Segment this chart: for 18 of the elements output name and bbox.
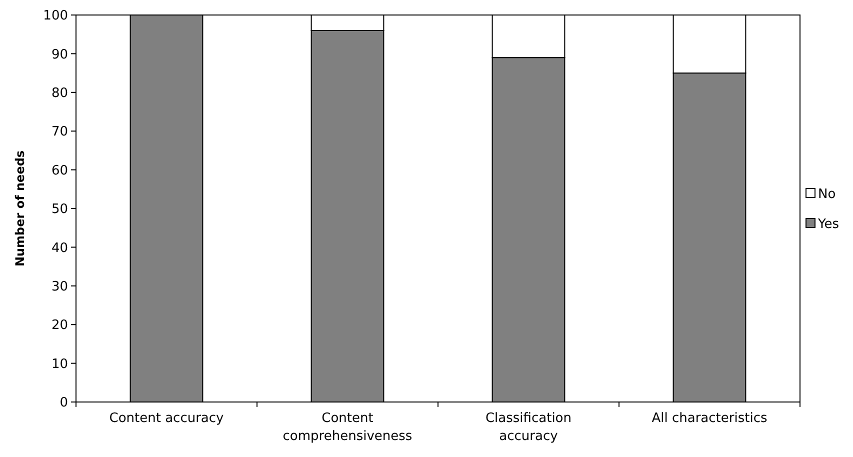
y-tick-label: 80 (51, 86, 68, 101)
x-tick-label: Content comprehensiveness (282, 411, 412, 444)
legend-label: Yes (817, 217, 840, 232)
y-tick-label: 60 (51, 163, 68, 178)
y-tick-label: 0 (60, 396, 68, 411)
y-tick-label: 100 (43, 8, 68, 24)
y-axis-title: Number of needs (13, 150, 27, 267)
x-tick-label: Content accuracy (109, 411, 224, 426)
y-tick-label: 40 (51, 240, 68, 256)
x-tick-label: All characteristics (652, 411, 768, 426)
y-tick-label: 70 (51, 124, 68, 140)
y-tick-label: 90 (51, 47, 68, 62)
legend-label: No (818, 187, 836, 202)
y-tick-label: 20 (51, 318, 68, 334)
y-tick-label: 50 (51, 202, 68, 218)
x-tick-label: Classification accuracy (485, 411, 572, 444)
y-tick-label: 10 (51, 356, 68, 372)
y-tick-label: 30 (51, 279, 68, 294)
